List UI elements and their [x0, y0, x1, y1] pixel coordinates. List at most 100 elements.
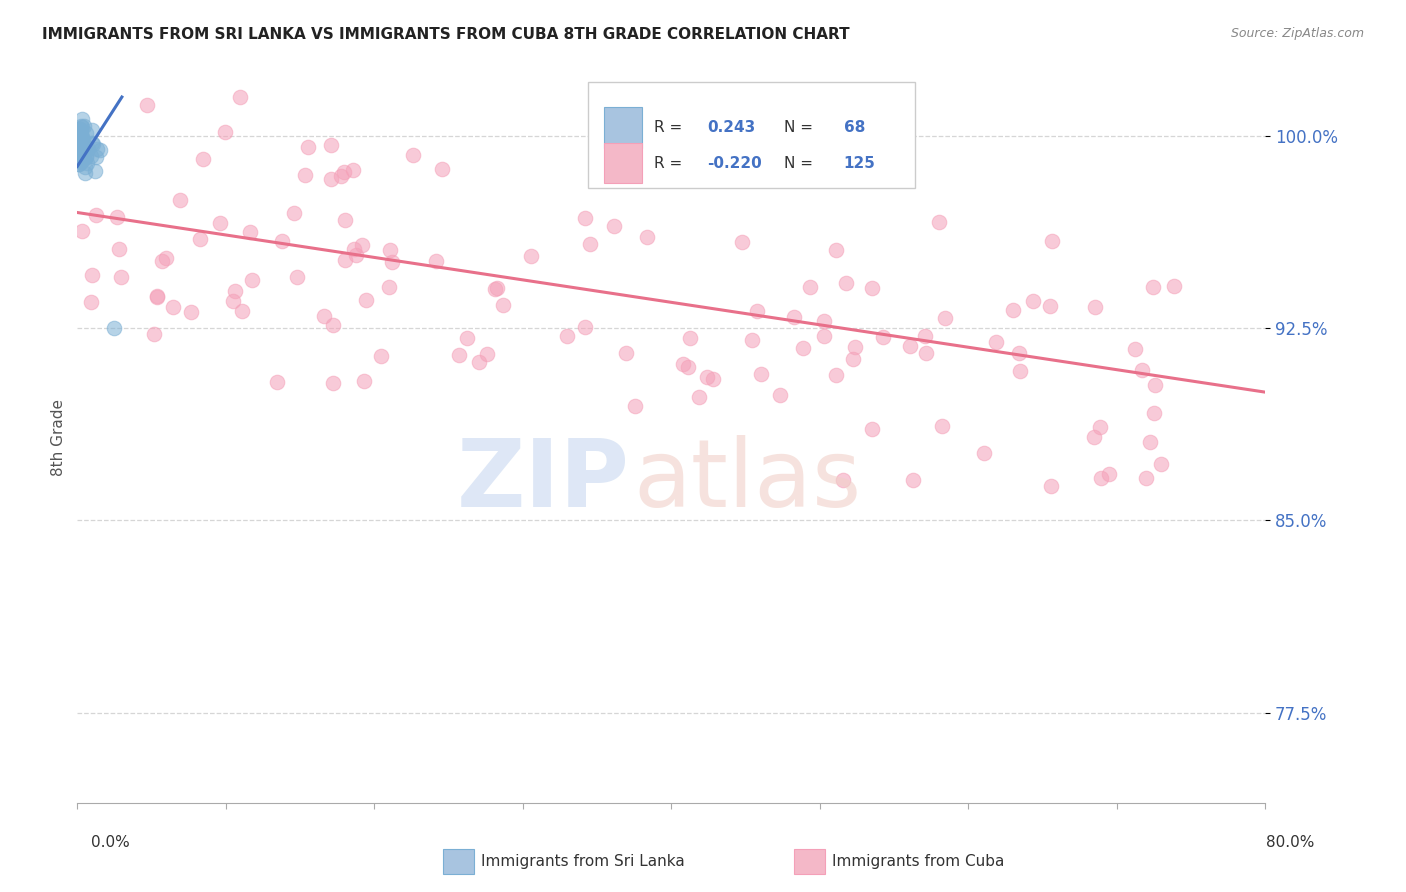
Point [1143, 378, 1166, 392]
Text: -0.220: -0.220 [707, 155, 762, 170]
Point [782, 310, 804, 325]
Point [240, 272, 263, 286]
Text: ZIP: ZIP [457, 435, 630, 527]
Point [73, 145, 96, 160]
FancyBboxPatch shape [603, 143, 641, 183]
Point [70, 137, 93, 152]
Point [491, 298, 513, 312]
Point [1083, 430, 1105, 444]
Point [294, 168, 316, 182]
Point [69, 128, 91, 142]
FancyBboxPatch shape [588, 82, 915, 188]
Point [741, 334, 763, 348]
Point [1090, 471, 1112, 485]
Point [146, 290, 169, 304]
Point [70, 136, 93, 151]
Point [222, 294, 245, 309]
Point [208, 216, 231, 230]
Point [180, 305, 202, 319]
Point [67, 123, 90, 137]
Point [80, 149, 103, 163]
Point [82, 268, 104, 282]
Point [636, 229, 658, 244]
Point [914, 345, 936, 359]
Point [574, 320, 596, 334]
Point [69, 147, 91, 161]
Point [769, 388, 792, 402]
Point [70, 141, 93, 155]
Point [344, 248, 367, 262]
Point [66, 157, 89, 171]
Point [624, 399, 647, 413]
Point [842, 352, 865, 367]
Text: 0.0%: 0.0% [91, 836, 131, 850]
Point [66, 134, 89, 148]
Point [66, 146, 89, 161]
Text: Source: ZipAtlas.com: Source: ZipAtlas.com [1230, 27, 1364, 40]
Point [283, 206, 305, 220]
Point [335, 213, 357, 227]
Point [77, 142, 100, 156]
Point [69, 136, 91, 151]
Point [986, 334, 1008, 349]
Point [67, 140, 90, 154]
Y-axis label: 8th Grade: 8th Grade [51, 399, 66, 475]
Text: Immigrants from Cuba: Immigrants from Cuba [832, 855, 1005, 869]
Text: N =: N = [785, 120, 818, 135]
Point [312, 309, 335, 323]
Point [69, 147, 91, 161]
Point [792, 341, 814, 355]
Point [731, 235, 754, 250]
Point [813, 328, 835, 343]
Point [702, 372, 724, 386]
Point [456, 331, 478, 345]
Point [353, 374, 375, 388]
Point [69, 146, 91, 161]
Point [1084, 300, 1107, 314]
Point [696, 370, 718, 384]
Point [67, 133, 90, 147]
Point [381, 255, 404, 269]
Point [934, 311, 956, 326]
Point [70, 129, 93, 144]
Point [72, 112, 94, 127]
Point [110, 269, 132, 284]
Point [89, 143, 111, 157]
Point [973, 446, 995, 460]
Point [928, 215, 950, 229]
Point [73, 145, 96, 160]
Point [231, 304, 253, 318]
Point [1040, 234, 1063, 248]
Text: atlas: atlas [633, 435, 862, 527]
Point [825, 243, 848, 257]
Point [73, 119, 96, 133]
Text: N =: N = [785, 155, 818, 170]
Point [872, 330, 894, 344]
Point [70, 154, 93, 169]
Point [69, 142, 91, 156]
Point [333, 165, 356, 179]
Point [1143, 406, 1166, 420]
Point [579, 236, 602, 251]
FancyBboxPatch shape [603, 107, 641, 147]
Point [69, 120, 91, 134]
Point [80, 136, 103, 150]
Point [835, 276, 858, 290]
Point [224, 284, 246, 298]
Point [860, 280, 883, 294]
Point [574, 211, 596, 226]
Point [108, 242, 131, 256]
Point [80, 294, 103, 309]
Point [319, 137, 342, 152]
Point [67, 121, 90, 136]
Point [342, 163, 364, 178]
Point [672, 357, 695, 371]
Point [66, 153, 89, 167]
Point [69, 134, 91, 148]
Point [70, 144, 93, 158]
Text: 125: 125 [844, 155, 876, 170]
Point [378, 280, 401, 294]
Point [844, 340, 866, 354]
Point [72, 133, 94, 147]
Point [162, 300, 184, 314]
